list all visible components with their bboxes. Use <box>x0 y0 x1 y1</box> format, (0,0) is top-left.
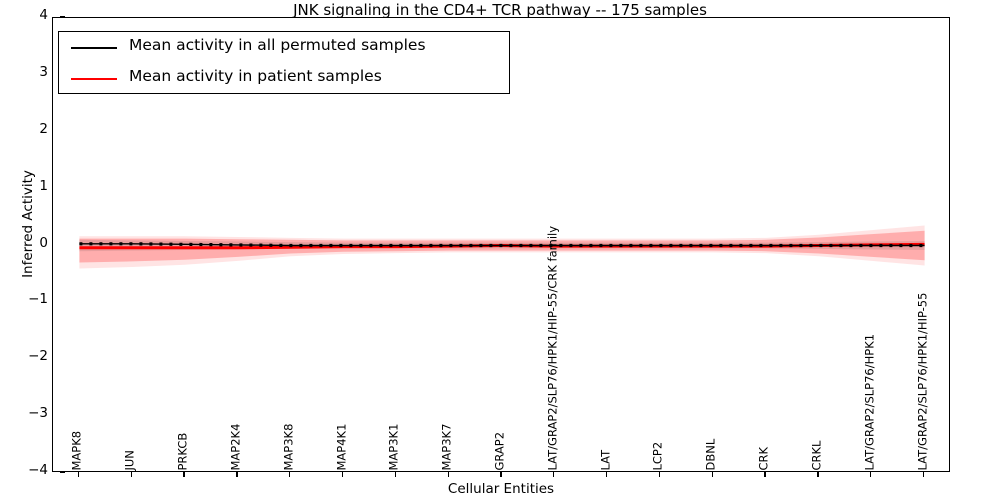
x-tick-label: GRAP2 <box>492 431 507 470</box>
permuted-mean-line-dotted <box>79 242 925 248</box>
x-tick-label: CRK <box>756 446 771 470</box>
x-tick-label: LAT/GRAP2/SLP76/HPK1 <box>862 333 877 470</box>
legend-item: Mean activity in all permuted samples <box>59 32 509 63</box>
x-tick-mark <box>922 472 925 477</box>
x-tick-label: JUN <box>122 449 137 470</box>
y-tick-label: −1 <box>28 291 48 308</box>
y-tick-label: 0 <box>39 234 48 251</box>
legend-item: Mean activity in patient samples <box>59 63 509 94</box>
plot-svg <box>79 225 925 269</box>
x-tick-label: MAP3K7 <box>439 423 454 470</box>
x-tick-mark <box>817 472 819 477</box>
x-tick-label: LCP2 <box>650 441 665 470</box>
legend-color-swatch <box>71 78 117 80</box>
chart-legend: Mean activity in all permuted samples Mea… <box>58 31 510 94</box>
x-tick-label-wrapper: LAT/GRAP2/SLP76/HPK1/HIP-55 <box>915 0 930 470</box>
x-tick-mark <box>394 472 396 477</box>
x-tick-label-wrapper: CRKL <box>809 0 824 470</box>
x-tick-mark <box>447 472 449 477</box>
legend-label: Mean activity in patient samples <box>129 67 382 85</box>
page-title: JNK signaling in the CD4+ TCR pathway --… <box>293 1 707 19</box>
x-tick-label: MAP3K1 <box>386 423 401 470</box>
y-tick-label: −4 <box>28 462 48 478</box>
x-tick-mark <box>764 472 766 477</box>
x-tick-mark <box>77 472 80 477</box>
x-tick-label: MAPK8 <box>69 430 84 470</box>
x-tick-label: MAP3K8 <box>281 423 296 470</box>
x-tick-label-wrapper: LCP2 <box>651 0 665 470</box>
x-tick-label: LAT/GRAP2/SLP76/HPK1/HIP-55/CRK family <box>545 225 560 470</box>
y-tick-label: 3 <box>39 63 48 80</box>
x-tick-label: MAP4K1 <box>334 423 349 470</box>
y-tick-label: 2 <box>39 120 48 137</box>
y-tick-label: −3 <box>28 405 48 422</box>
x-tick-label-wrapper: LAT/GRAP2/SLP76/HPK1 <box>862 0 877 470</box>
y-tick-label: −2 <box>28 348 48 365</box>
x-tick-mark <box>553 472 555 477</box>
x-tick-mark <box>341 472 344 477</box>
x-tick-label: LAT/GRAP2/SLP76/HPK1/HIP-55 <box>915 292 930 470</box>
x-tick-label-wrapper: CRK <box>757 0 771 470</box>
y-axis-ticks: 4 3 2 1 0 −1 −2 −3 −4 <box>8 0 65 500</box>
x-tick-mark <box>130 472 132 477</box>
x-tick-label: PRKCB <box>175 432 190 470</box>
x-tick-mark <box>236 472 238 477</box>
y-tick-label: 4 <box>39 7 48 23</box>
x-tick-label: DBNL <box>703 438 718 470</box>
x-tick-label-wrapper: LAT <box>598 0 613 470</box>
x-axis-title: Cellular Entities <box>447 481 555 497</box>
x-tick-label: LAT <box>598 449 613 470</box>
legend-label: Mean activity in all permuted samples <box>129 36 426 54</box>
x-tick-mark <box>500 472 502 477</box>
x-tick-label-wrapper: LAT/GRAP2/SLP76/HPK1/HIP-55/CRK family <box>545 0 560 470</box>
x-tick-mark <box>870 472 872 477</box>
x-tick-mark <box>711 472 713 477</box>
legend-color-swatch <box>71 47 117 49</box>
x-tick-label: CRKL <box>809 440 824 470</box>
x-tick-mark <box>605 472 608 477</box>
x-tick-mark <box>289 472 291 477</box>
x-tick-label: MAP2K4 <box>228 423 243 470</box>
y-tick-label: 1 <box>39 177 48 194</box>
x-tick-label-wrapper: DBNL <box>704 0 718 470</box>
y-tick-mark <box>60 16 65 18</box>
x-tick-mark <box>658 472 661 477</box>
x-tick-mark <box>183 472 185 477</box>
